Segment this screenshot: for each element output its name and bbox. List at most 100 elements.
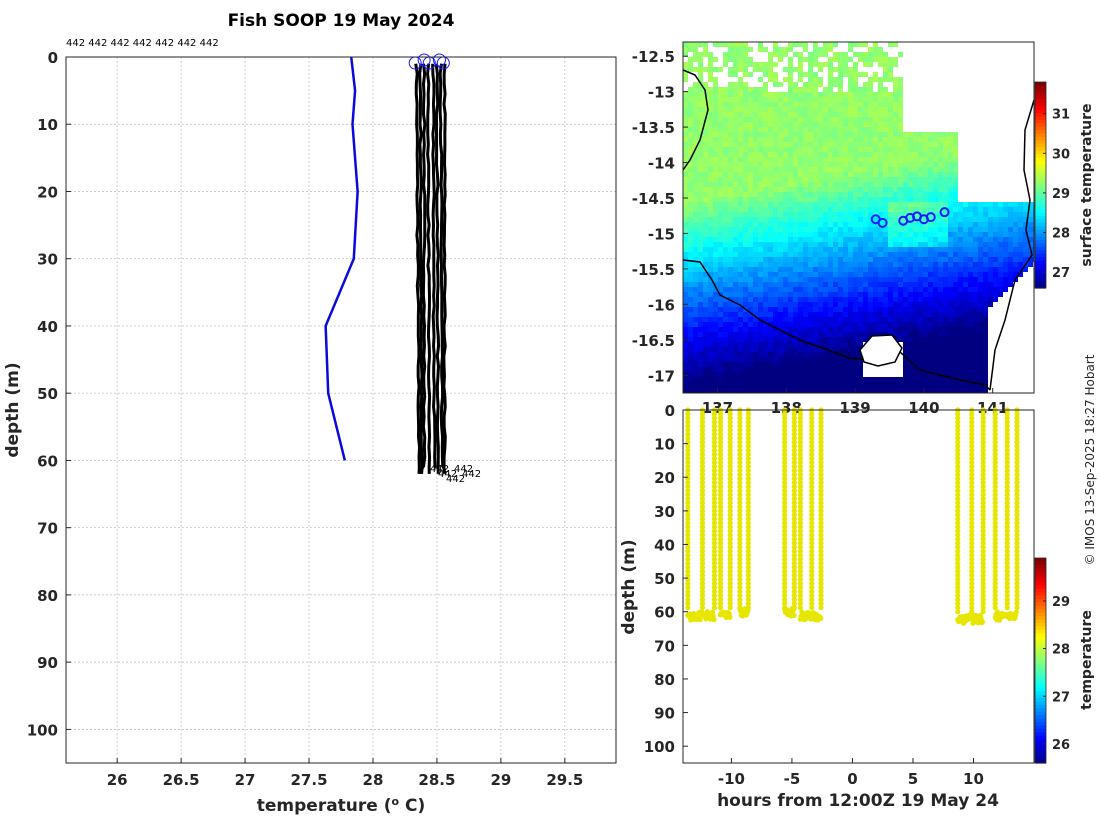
time-depth-point <box>818 532 824 538</box>
sst-cell <box>908 342 913 347</box>
time-depth-point <box>699 532 706 538</box>
sst-cell <box>983 287 988 292</box>
time-depth-point <box>737 532 743 538</box>
sst-cell <box>978 372 983 377</box>
sst-cell <box>893 217 898 222</box>
sst-cell <box>728 257 733 262</box>
time-depth-point <box>818 463 824 470</box>
sst-cell <box>763 192 768 197</box>
sst-cell <box>1003 252 1008 257</box>
sst-cell <box>928 387 933 392</box>
sst-cell <box>723 162 728 167</box>
sst-cell <box>908 187 913 192</box>
sst-cell <box>803 137 808 142</box>
sst-cell <box>928 197 933 202</box>
sst-cell <box>808 112 813 117</box>
sst-cell <box>883 52 888 57</box>
sst-cell <box>848 117 853 122</box>
sst-cell <box>903 142 908 147</box>
sst-cell <box>818 82 823 87</box>
sst-cell <box>808 82 813 87</box>
sst-cell <box>888 322 893 327</box>
sst-cell <box>868 332 873 337</box>
sst-cell <box>713 247 718 252</box>
sst-cell <box>748 372 753 377</box>
sst-cell <box>758 227 763 232</box>
sst-cell <box>723 272 728 277</box>
sst-cell <box>733 327 738 332</box>
sst-cell <box>878 387 883 392</box>
time-depth-point <box>980 556 986 562</box>
sst-cell <box>803 252 808 257</box>
sst-cell <box>943 317 948 322</box>
time-depth-point <box>737 564 743 570</box>
sst-cell <box>793 247 798 252</box>
sst-cell <box>823 47 828 52</box>
sst-cell <box>848 387 853 392</box>
sst-cell <box>843 187 848 192</box>
sst-cell <box>793 312 798 317</box>
time-depth-point <box>685 548 691 554</box>
sst-cell <box>693 177 698 182</box>
time-depth-point <box>699 588 706 595</box>
sst-cell <box>758 257 763 262</box>
time-depth-point <box>727 532 733 538</box>
sst-cell <box>813 287 818 292</box>
sst-cell <box>973 217 978 222</box>
sst-cell <box>748 247 753 252</box>
time-depth-point <box>717 601 724 607</box>
sst-cell <box>798 127 803 132</box>
sst-cell <box>863 202 868 207</box>
sst-cell <box>748 282 753 287</box>
sst-cell <box>708 72 713 77</box>
sst-cell <box>813 187 818 192</box>
sst-cell <box>808 142 813 147</box>
sst-cell <box>763 62 768 67</box>
sst-cell <box>953 182 958 187</box>
sst-cell <box>933 142 938 147</box>
sst-cell <box>758 202 763 207</box>
sst-cell <box>803 152 808 157</box>
sst-cell <box>993 247 998 252</box>
sst-cell <box>838 377 843 382</box>
sst-cell <box>898 312 903 317</box>
sst-cell <box>828 247 833 252</box>
sst-cell <box>713 87 718 92</box>
sst-cell <box>683 322 688 327</box>
sst-cell <box>783 332 788 337</box>
sst-cell <box>873 292 878 297</box>
sst-cell <box>918 297 923 302</box>
time-depth-point <box>980 467 986 474</box>
time-depth-point <box>980 580 986 587</box>
time-depth-point <box>955 423 961 429</box>
sst-cell <box>813 132 818 137</box>
time-depth-point <box>737 516 743 522</box>
sst-cell <box>903 307 908 312</box>
sst-cell <box>838 162 843 167</box>
sst-cell <box>788 247 793 252</box>
sst-cell <box>758 147 763 152</box>
sst-cell <box>833 292 838 297</box>
sst-cell <box>743 132 748 137</box>
sst-cell <box>833 167 838 172</box>
sst-cell <box>908 167 913 172</box>
sst-cell <box>753 187 758 192</box>
time-depth-point <box>818 528 824 534</box>
sst-cell <box>948 152 953 157</box>
sst-cell <box>728 252 733 257</box>
sst-cell <box>713 92 718 97</box>
sst-cell <box>903 237 908 242</box>
time-depth-point <box>818 455 824 462</box>
sst-cell <box>808 167 813 172</box>
profile-p1 <box>414 63 422 474</box>
sst-cell <box>928 377 933 382</box>
sst-cell <box>943 132 948 137</box>
sst-cell <box>773 92 778 97</box>
sst-cell <box>973 377 978 382</box>
sst-cell <box>703 67 708 72</box>
sst-cell <box>798 187 803 192</box>
sst-cell <box>683 192 688 197</box>
sst-cell <box>703 202 708 207</box>
sst-cell <box>818 372 823 377</box>
sst-cell <box>738 297 743 302</box>
